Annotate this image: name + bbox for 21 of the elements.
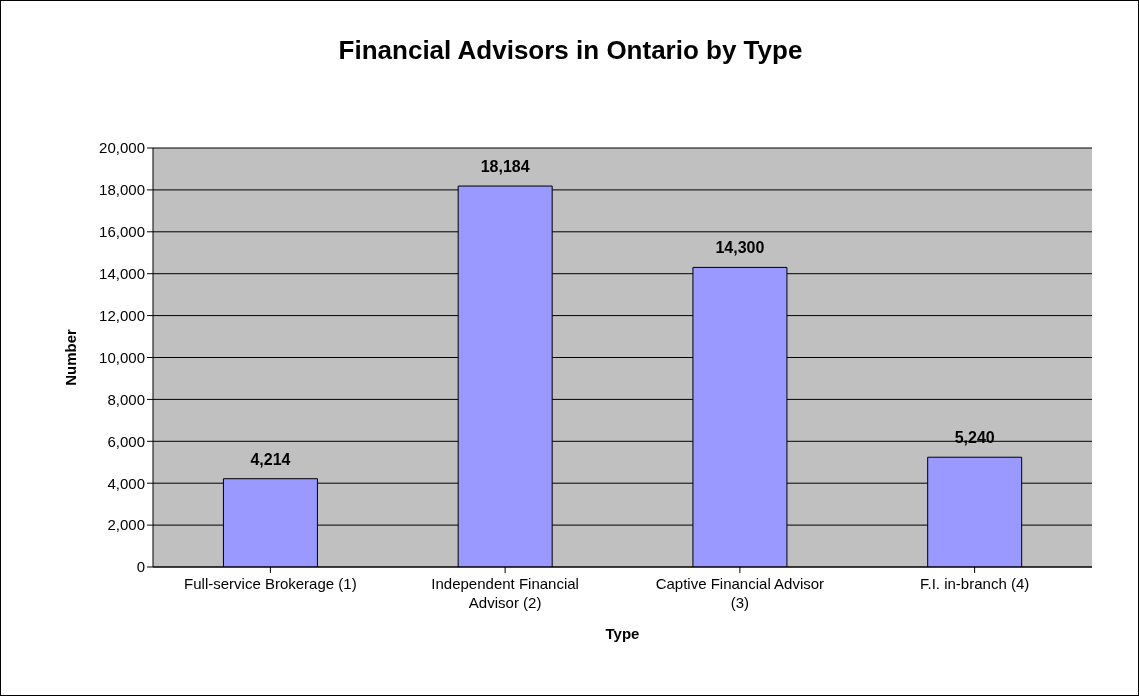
chart-title: Financial Advisors in Ontario by Type — [337, 35, 804, 66]
data-label: 18,184 — [480, 158, 530, 176]
y-tick-label: 16,000 — [99, 223, 145, 241]
x-tick-label: Captive Financial Advisor (3) — [655, 575, 825, 611]
y-tick-label: 14,000 — [99, 265, 145, 283]
y-tick-label: 6,000 — [107, 432, 145, 450]
y-tick-label: 10,000 — [99, 348, 145, 366]
x-tick-label: F.I. in-branch (4) — [920, 575, 1030, 592]
y-tick-label: 0 — [136, 558, 145, 576]
y-tick-label: 8,000 — [107, 390, 145, 408]
data-label: 4,214 — [250, 450, 291, 468]
x-axis-title: Type — [605, 625, 640, 642]
x-tick-label: Full-service Brokerage (1) — [184, 575, 357, 592]
y-axis-title: Number — [62, 329, 80, 386]
y-tick-label: 4,000 — [107, 474, 145, 492]
y-tick-label: 12,000 — [99, 306, 145, 324]
x-tick-label: Independent Financial Advisor (2) — [431, 575, 579, 611]
y-tick-label: 2,000 — [107, 516, 145, 534]
y-tick-label: 18,000 — [99, 181, 145, 199]
y-tick-label: 20,000 — [99, 139, 145, 157]
data-label: 14,300 — [715, 239, 765, 257]
